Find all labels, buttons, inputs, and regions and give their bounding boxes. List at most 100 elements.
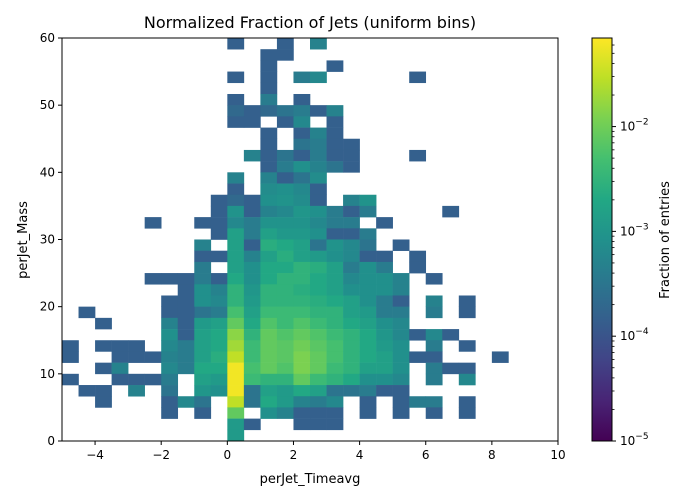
heatmap-cell	[293, 116, 311, 128]
heatmap-cell	[210, 329, 228, 341]
heatmap-cell	[376, 362, 393, 375]
heatmap-cell	[177, 317, 195, 330]
heatmap-cell	[343, 194, 360, 207]
x-axis-label: perJet_Timeavg	[260, 472, 361, 487]
heatmap-cell	[343, 138, 360, 151]
heatmap-cell	[194, 340, 212, 352]
heatmap-cell	[458, 373, 476, 386]
heatmap-cell	[210, 373, 228, 386]
heatmap-cell	[177, 396, 195, 408]
heatmap-cell	[343, 340, 360, 352]
heatmap-cell	[343, 228, 360, 240]
heatmap-cell	[409, 149, 427, 162]
heatmap-cell	[161, 362, 179, 375]
y-tick-label: 20	[40, 300, 55, 314]
heatmap-cell	[62, 340, 79, 352]
heatmap-cell	[161, 407, 179, 419]
heatmap-cell	[227, 295, 245, 307]
heatmap-cell	[227, 194, 245, 207]
heatmap-cell	[128, 385, 145, 397]
heatmap-cell	[276, 116, 294, 128]
heatmap-cell	[227, 228, 245, 240]
heatmap-cell	[359, 205, 377, 218]
heatmap-cell	[260, 261, 278, 274]
heatmap-cell	[243, 306, 261, 319]
heatmap-cell	[310, 407, 327, 419]
heatmap-cell	[326, 373, 344, 386]
heatmap-cell	[359, 373, 377, 386]
heatmap-cell	[458, 362, 476, 375]
y-tick-label: 0	[47, 434, 55, 448]
heatmap-cell	[293, 396, 311, 408]
heatmap-cell	[293, 239, 311, 251]
heatmap-cell	[260, 340, 278, 352]
heatmap-cell	[326, 116, 344, 128]
heatmap-cell	[276, 194, 294, 207]
heatmap-cell	[210, 284, 228, 296]
heatmap-cell	[276, 306, 294, 319]
heatmap-cell	[111, 351, 129, 363]
heatmap-cell	[194, 396, 212, 408]
heatmap-cell	[392, 317, 410, 330]
heatmap-cell	[260, 306, 278, 319]
y-tick-label: 10	[40, 367, 55, 381]
heatmap-cell	[359, 351, 377, 363]
heatmap-cell	[260, 161, 278, 173]
heatmap-cell	[310, 228, 327, 240]
heatmap-cell	[227, 37, 245, 50]
heatmap-cell	[326, 351, 344, 363]
heatmap-cell	[293, 373, 311, 386]
x-tick-label: 0	[224, 448, 232, 462]
heatmap-cell	[276, 228, 294, 240]
heatmap-cell	[260, 149, 278, 162]
heatmap-cell	[210, 295, 228, 307]
heatmap-cell	[276, 49, 294, 61]
heatmap-cell	[293, 228, 311, 240]
heatmap-cell	[243, 205, 261, 218]
heatmap-cell	[210, 306, 228, 319]
heatmap-cell	[343, 284, 360, 296]
heatmap-cell	[276, 329, 294, 341]
heatmap-cell	[243, 396, 261, 408]
heatmap-cell	[128, 373, 145, 386]
heatmap-cell	[491, 351, 509, 363]
heatmap-cell	[310, 161, 327, 173]
heatmap-cell	[260, 172, 278, 184]
heatmap-cell	[194, 217, 212, 229]
heatmap-cell	[376, 261, 393, 274]
heatmap-cell	[227, 183, 245, 196]
heatmap-cell	[293, 71, 311, 84]
heatmap-cell	[227, 71, 245, 84]
heatmap-cell	[227, 116, 245, 128]
heatmap-cell	[392, 329, 410, 341]
heatmap-cell	[293, 273, 311, 285]
heatmap-cell	[326, 362, 344, 375]
heatmap-cell	[276, 250, 294, 263]
heatmap-cell	[111, 340, 129, 352]
heatmap-cell	[128, 351, 145, 363]
heatmap-cell	[376, 273, 393, 285]
heatmap-cell	[359, 261, 377, 274]
heatmap-cell	[326, 273, 344, 285]
heatmap-cell	[227, 329, 245, 341]
heatmap-cell	[194, 261, 212, 274]
heatmap-cell	[243, 273, 261, 285]
heatmap-cell	[392, 239, 410, 251]
heatmap-cell	[210, 351, 228, 363]
heatmap-cell	[177, 362, 195, 375]
heatmap-cell	[227, 239, 245, 251]
heatmap-cell	[326, 385, 344, 397]
heatmap-cell	[343, 205, 360, 218]
heatmap-cell	[458, 295, 476, 307]
heatmap-cell	[260, 273, 278, 285]
heatmap-cell	[260, 194, 278, 207]
heatmap-cell	[310, 396, 327, 408]
heatmap-cell	[227, 373, 245, 386]
heatmap-cell	[310, 418, 327, 431]
heatmap-cell	[260, 284, 278, 296]
heatmap-cell	[161, 329, 179, 341]
heatmap-cell	[343, 217, 360, 229]
heatmap-cell	[161, 340, 179, 352]
heatmap-cell	[326, 261, 344, 274]
heatmap-cell	[359, 306, 377, 319]
